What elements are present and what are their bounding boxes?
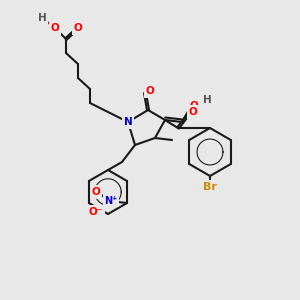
Text: O: O [146, 86, 154, 96]
Text: O: O [92, 187, 100, 197]
Text: O: O [190, 101, 198, 111]
Text: H: H [203, 95, 212, 105]
Text: O: O [74, 23, 82, 33]
Text: Br: Br [203, 182, 217, 192]
Text: H: H [38, 13, 46, 23]
Text: N⁺: N⁺ [104, 196, 118, 206]
Text: O: O [189, 107, 197, 117]
Text: O⁻: O⁻ [89, 207, 103, 217]
Text: N: N [124, 117, 132, 127]
Text: O: O [51, 23, 59, 33]
